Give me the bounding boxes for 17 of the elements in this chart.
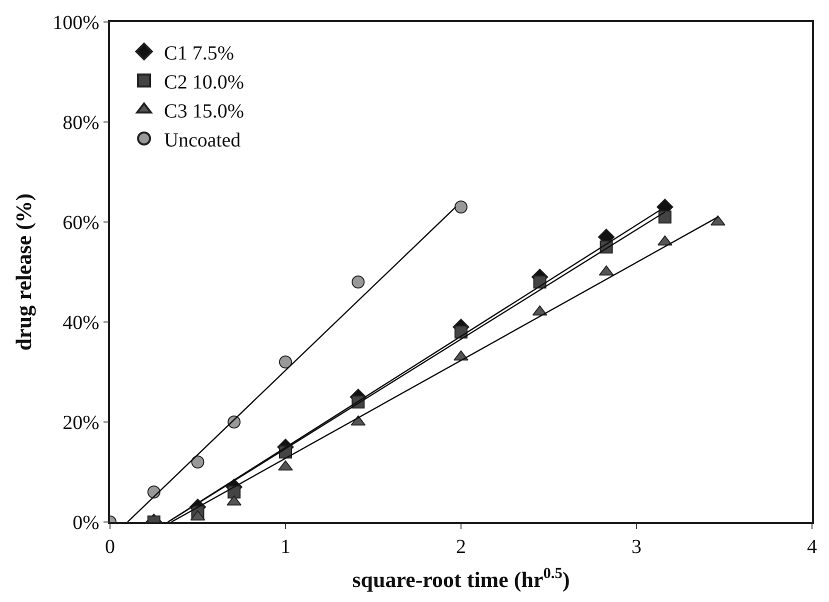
y-tick-label: 40% xyxy=(62,312,100,334)
y-tick-label: 100% xyxy=(52,12,100,34)
y-tick-label: 60% xyxy=(62,212,100,234)
y-tick-label: 80% xyxy=(62,112,100,134)
legend-label: C2 10.0% xyxy=(164,71,244,94)
x-tick-label: 4 xyxy=(807,536,817,558)
x-tick-label: 2 xyxy=(456,536,466,558)
legend-label: C1 7.5% xyxy=(164,42,234,64)
y-tick-label: 0% xyxy=(72,512,100,534)
legend-label: C3 15.0% xyxy=(164,100,244,122)
x-axis-title: square-root time (hr$^{0.5}$) xyxy=(352,564,570,592)
y-axis-title: drug release (%) xyxy=(10,193,36,351)
x-tick-label: 0 xyxy=(105,536,115,558)
legend-label: Uncoated xyxy=(164,129,241,152)
y-tick-label: 20% xyxy=(62,412,100,434)
x-tick-label: 1 xyxy=(280,536,290,558)
x-tick-label: 3 xyxy=(632,536,642,558)
